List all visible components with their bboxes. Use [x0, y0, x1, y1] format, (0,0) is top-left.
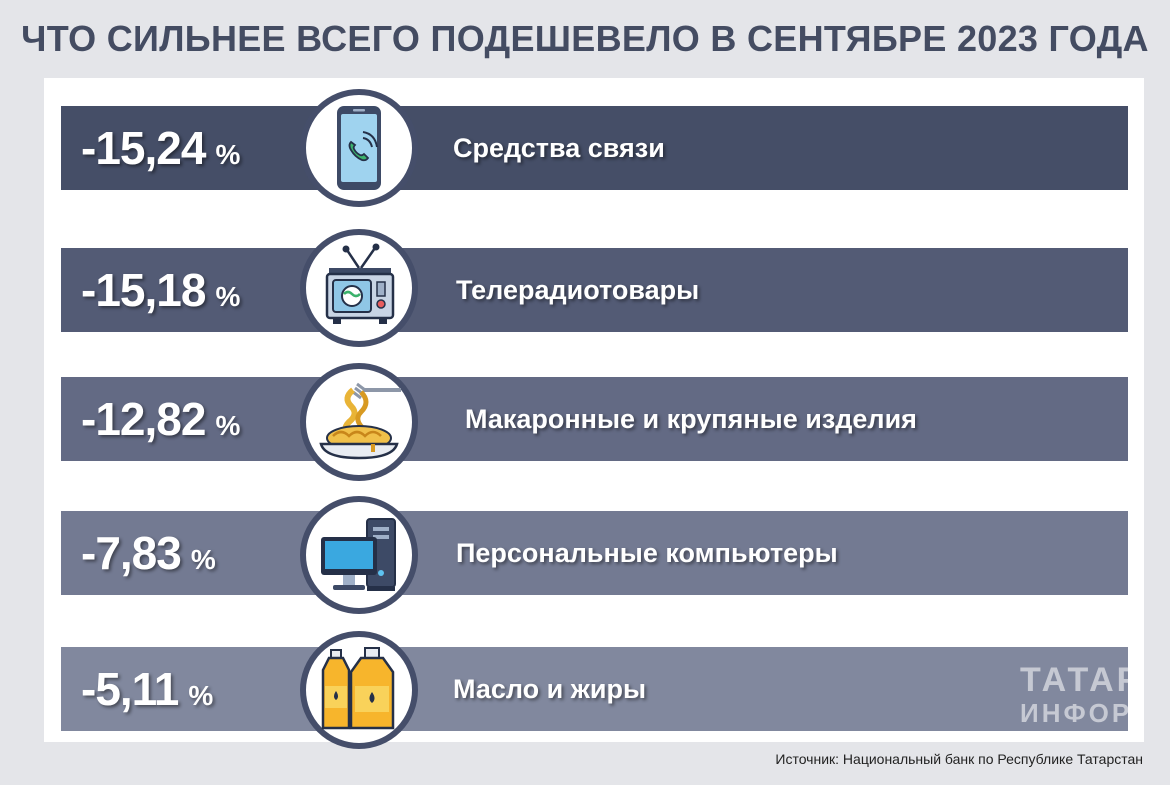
bar-row-2: -15,18% Телерадиотовары	[61, 248, 1128, 332]
value-label-3: -12,82%	[81, 377, 240, 461]
category-label-5: Масло и жиры	[453, 674, 647, 704]
value-label-4: -7,83%	[81, 511, 216, 595]
value-4: -7,83	[81, 527, 182, 579]
watermark-line-2: ИНФОРМ	[1020, 698, 1130, 728]
category-label-3: Макаронные и крупяные изделия	[465, 404, 917, 434]
pasta-icon	[300, 363, 418, 481]
category-label-1: Средства связи	[453, 133, 665, 163]
value-5: -5,11	[81, 663, 179, 715]
smartphone-icon	[300, 89, 418, 207]
category-label-4: Персональные компьютеры	[456, 538, 838, 568]
unit-3: %	[215, 410, 241, 441]
watermark: ТАТАР ИНФОРМ	[1020, 662, 1130, 740]
value-label-1: -15,24%	[81, 106, 240, 190]
computer-icon	[300, 496, 418, 614]
bar-row-4: -7,83% Персональные компьютеры	[61, 511, 1128, 595]
value-label-5: -5,11%	[81, 647, 213, 731]
unit-4: %	[190, 544, 216, 575]
unit-5: %	[188, 680, 214, 711]
source-note: Источник: Национальный банк по Республик…	[775, 751, 1143, 767]
value-2: -15,18	[81, 264, 206, 316]
bar-row-5: -5,11% Масло и жиры	[61, 647, 1128, 731]
category-label-2: Телерадиотовары	[456, 275, 700, 305]
oil-bottles-icon	[300, 631, 418, 749]
chart-title: ЧТО СИЛЬНЕЕ ВСЕГО ПОДЕШЕВЕЛО В СЕНТЯБРЕ …	[21, 18, 1149, 59]
bar-row-3: -12,82% Макаронные и крупяные изделия	[61, 377, 1128, 461]
value-label-2: -15,18%	[81, 248, 240, 332]
unit-1: %	[215, 139, 241, 170]
bar-row-1: -15,24% Средства связи	[61, 106, 1128, 190]
value-1: -15,24	[81, 122, 206, 174]
tv-icon	[300, 229, 418, 347]
value-3: -12,82	[81, 393, 206, 445]
watermark-line-1: ТАТАР	[1020, 662, 1130, 699]
unit-2: %	[215, 281, 241, 312]
